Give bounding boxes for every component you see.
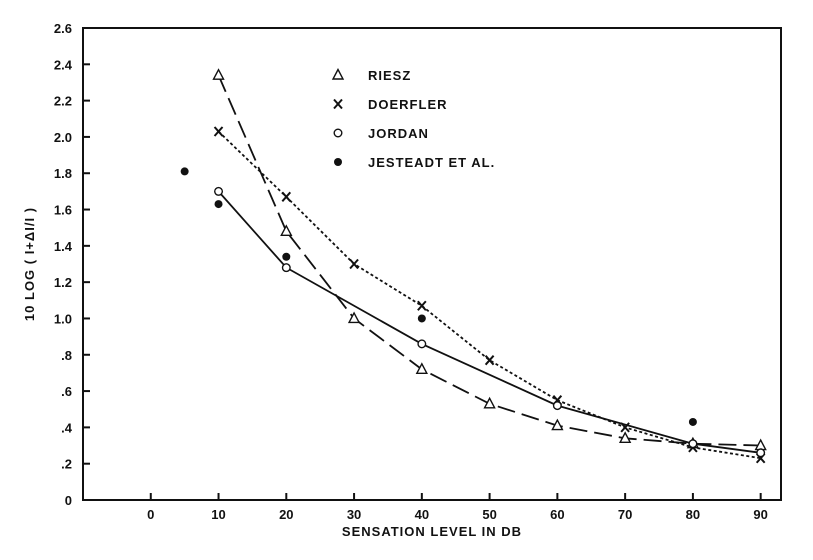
y-tick-label: .2 xyxy=(61,457,72,472)
legend: RIESZ DOERFLER JORDAN JESTEADT ET AL. xyxy=(331,67,495,170)
x-tick-label: 50 xyxy=(482,507,496,522)
data-point-jordan xyxy=(552,401,562,411)
data-point-doerfler xyxy=(213,126,224,137)
series-jordan xyxy=(214,186,766,458)
data-point-jesteadt-et-al xyxy=(180,167,189,176)
data-point-riesz xyxy=(415,362,428,374)
series-riesz xyxy=(212,68,767,451)
y-tick-label: .6 xyxy=(61,384,72,399)
legend-item-riesz: RIESZ xyxy=(331,67,411,83)
x-tick-label: 0 xyxy=(147,507,154,522)
data-point-doerfler xyxy=(417,300,427,311)
legend-label: JORDAN xyxy=(368,126,429,141)
data-point-riesz xyxy=(212,68,225,80)
y-tick-label: 1.2 xyxy=(54,275,72,290)
data-point-jesteadt-et-al xyxy=(688,417,697,426)
y-tick-label: .8 xyxy=(61,348,72,363)
y-tick-label: 1.0 xyxy=(54,311,72,326)
y-tick-label: .4 xyxy=(61,420,73,435)
x-tick-label: 20 xyxy=(279,507,293,522)
y-tick-label: 1.6 xyxy=(54,203,72,218)
data-point-jordan xyxy=(756,448,766,458)
legend-marker-doerfler xyxy=(333,98,343,110)
data-point-doerfler xyxy=(484,355,495,366)
x-tick-label: 60 xyxy=(550,507,564,522)
data-point-riesz xyxy=(551,418,564,431)
x-axis-title: SENSATION LEVEL IN DB xyxy=(342,524,522,539)
series-jesteadt-et-al xyxy=(180,167,697,426)
data-point-jesteadt-et-al xyxy=(417,314,426,323)
y-tick-label: 2.0 xyxy=(54,130,72,145)
data-point-jesteadt-et-al xyxy=(214,200,223,209)
data-point-riesz xyxy=(618,431,632,443)
series-line-doerfler xyxy=(217,130,761,460)
data-point-jordan xyxy=(281,263,291,273)
y-tick-label: 2.4 xyxy=(54,57,73,72)
legend-marker-jesteadt-et-al xyxy=(334,158,342,166)
data-point-jesteadt-et-al xyxy=(282,252,291,261)
legend-label: DOERFLER xyxy=(368,97,448,112)
x-tick-label: 70 xyxy=(618,507,632,522)
data-point-doerfler xyxy=(281,191,292,202)
legend-marker-jordan xyxy=(333,128,343,138)
legend-marker-riesz xyxy=(331,67,345,80)
x-axis: 0 10 20 30 40 50 60 70 80 90 xyxy=(147,493,768,522)
legend-item-jordan: JORDAN xyxy=(333,126,429,141)
data-point-doerfler xyxy=(349,258,359,270)
data-point-jordan xyxy=(417,339,427,349)
x-tick-label: 90 xyxy=(753,507,767,522)
series-line-riesz xyxy=(217,74,761,447)
data-point-riesz xyxy=(347,311,361,324)
series-doerfler xyxy=(213,126,766,464)
plot-frame xyxy=(82,27,782,501)
data-point-jordan xyxy=(214,186,224,196)
y-axis-title: 10 LOG ( I+ΔI/I ) xyxy=(22,207,37,321)
y-tick-label: 2.2 xyxy=(54,94,72,109)
y-axis: 0 .2 .4 .6 .8 1.0 1.2 1.4 1.6 1.8 2.0 2.2 2.4 2.6 xyxy=(54,21,90,508)
series-layer xyxy=(180,68,767,464)
x-tick-label: 80 xyxy=(686,507,700,522)
data-point-riesz xyxy=(483,396,496,409)
y-tick-label: 1.8 xyxy=(54,166,72,181)
legend-label: RIESZ xyxy=(368,68,411,83)
y-tick-label: 2.6 xyxy=(54,21,72,36)
legend-item-jesteadt-et-al: JESTEADT ET AL. xyxy=(334,155,495,170)
legend-label: JESTEADT ET AL. xyxy=(368,155,495,170)
y-tick-label: 0 xyxy=(65,493,72,508)
x-tick-label: 30 xyxy=(347,507,361,522)
data-point-riesz xyxy=(280,224,293,237)
x-tick-label: 40 xyxy=(415,507,429,522)
legend-item-doerfler: DOERFLER xyxy=(333,97,448,112)
x-tick-label: 10 xyxy=(211,507,225,522)
series-line-jordan xyxy=(217,190,761,454)
data-point-jordan xyxy=(688,439,698,449)
y-tick-label: 1.4 xyxy=(54,239,73,254)
